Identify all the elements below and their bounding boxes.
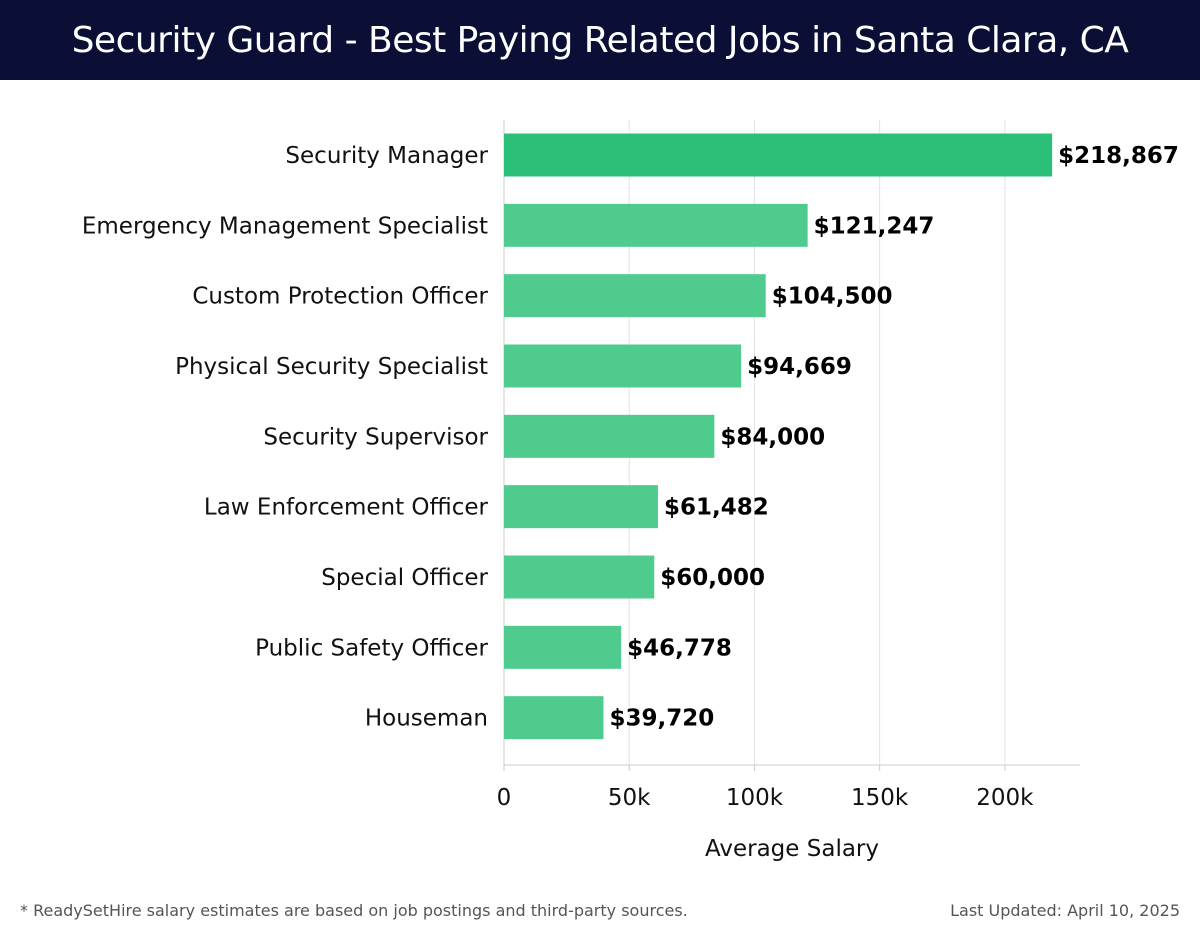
salary-bar-chart: 0 50k 100k 150k 200k Average Salary Security M… (82, 120, 1179, 862)
x-tick-label: 150k (851, 785, 909, 811)
category-label: Security Supervisor (263, 424, 488, 450)
value-label: $60,000 (660, 565, 765, 591)
bar (504, 414, 715, 458)
category-label: Houseman (365, 706, 488, 732)
value-label: $39,720 (609, 706, 714, 732)
bar (504, 625, 622, 669)
value-label: $218,867 (1058, 143, 1179, 169)
category-label: Physical Security Specialist (175, 354, 488, 380)
x-tick-label: 0 (497, 785, 512, 811)
footer-note: * ReadySetHire salary estimates are base… (20, 901, 688, 920)
category-label: Law Enforcement Officer (204, 495, 489, 521)
bar (504, 344, 742, 388)
value-label: $104,500 (772, 284, 893, 310)
bar (504, 696, 604, 740)
category-label: Special Officer (321, 565, 488, 591)
bar (504, 274, 766, 318)
last-updated: Last Updated: April 10, 2025 (950, 901, 1180, 920)
category-label: Public Safety Officer (255, 635, 488, 661)
category-label: Security Manager (285, 143, 488, 169)
category-label: Custom Protection Officer (192, 284, 488, 310)
category-label: Emergency Management Specialist (82, 213, 488, 239)
bar (504, 203, 808, 247)
value-label: $121,247 (814, 213, 935, 239)
x-axis-title: Average Salary (705, 836, 879, 862)
value-label: $61,482 (664, 495, 769, 521)
value-label: $46,778 (627, 635, 732, 661)
value-label: $84,000 (720, 424, 825, 450)
x-tick-label: 100k (726, 785, 784, 811)
bar (504, 555, 655, 599)
title-bar: Security Guard - Best Paying Related Job… (0, 0, 1200, 80)
chart-title: Security Guard - Best Paying Related Job… (71, 19, 1129, 61)
x-tick-label: 200k (976, 785, 1034, 811)
bar (504, 133, 1053, 177)
x-tick-label: 50k (608, 785, 651, 811)
bar (504, 485, 658, 529)
value-label: $94,669 (747, 354, 852, 380)
